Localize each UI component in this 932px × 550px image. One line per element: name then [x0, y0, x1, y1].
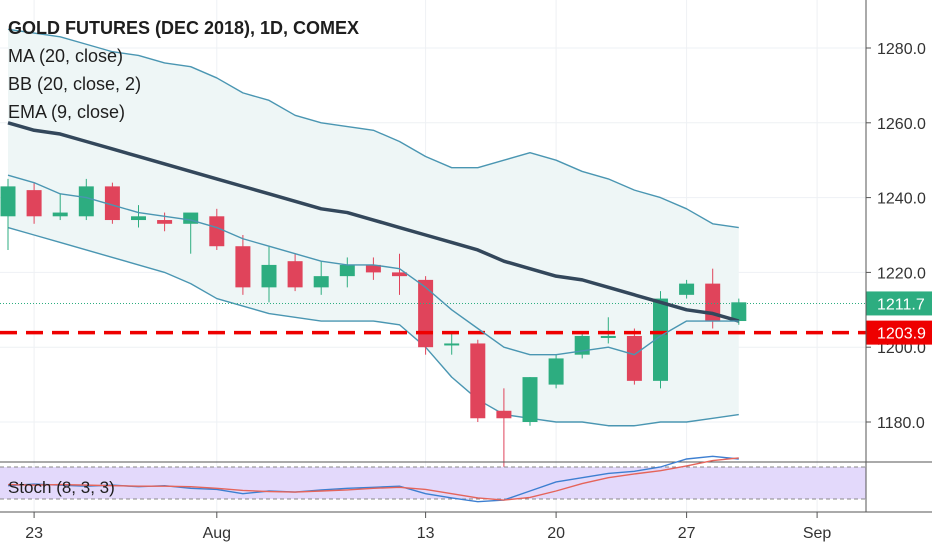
legend-ma[interactable]: MA (20, close): [8, 46, 124, 66]
x-tick-label: 20: [547, 525, 565, 542]
candle: [313, 261, 329, 295]
y-tick-label: 1220.0: [877, 265, 926, 282]
candle-body: [418, 279, 434, 348]
candle-body: [157, 220, 173, 224]
candle: [365, 257, 381, 280]
candle: [26, 182, 42, 224]
candle-body: [104, 186, 120, 221]
stoch-d-line: [7, 457, 739, 501]
x-tick-label: Sep: [803, 525, 832, 542]
candle-body: [522, 377, 538, 422]
candle: [600, 317, 616, 344]
candle: [52, 193, 68, 221]
candle-body: [78, 186, 94, 217]
candle-body: [339, 264, 355, 277]
price-axis: 1180.01200.01220.01240.01260.01280.01211…: [865, 0, 932, 512]
candle-body: [626, 335, 642, 381]
candle-body: [26, 190, 42, 217]
candle: [0, 178, 16, 250]
candle-body: [131, 216, 146, 221]
candle: [548, 354, 564, 389]
chart-legend: GOLD FUTURES (DEC 2018), 1D, COMEX MA (2…: [8, 14, 359, 126]
candle: [339, 257, 355, 288]
y-tick-label: 1260.0: [877, 116, 926, 133]
x-tick-label: Aug: [203, 525, 231, 542]
candle-body: [313, 276, 329, 288]
ma-line: [7, 121, 740, 323]
bb-fill: [8, 29, 739, 426]
stoch-band: [0, 467, 866, 499]
support-price-tag: [866, 320, 932, 345]
chart-title: GOLD FUTURES (DEC 2018), 1D, COMEX: [8, 18, 360, 38]
candle-body: [52, 212, 68, 217]
candle-body: [679, 283, 695, 295]
candle: [496, 388, 512, 467]
candle-body: [209, 216, 225, 247]
candle-body: [653, 298, 668, 381]
candle-body: [470, 343, 486, 419]
stoch-legend[interactable]: Stoch (8, 3, 3): [8, 478, 115, 497]
x-tick-label: 27: [678, 525, 696, 542]
candle: [235, 235, 251, 295]
time-axis: 23 Aug 13 20 27 Sep: [25, 512, 831, 542]
legend-bb[interactable]: BB (20, close, 2): [8, 74, 142, 94]
candle: [261, 246, 277, 303]
candle-body: [392, 272, 407, 277]
x-tick-label: 13: [417, 525, 435, 542]
candle: [209, 208, 225, 250]
candle-body: [235, 246, 251, 288]
candle-body: [444, 343, 460, 346]
candle: [78, 178, 94, 221]
legend-ema[interactable]: EMA (9, close): [8, 102, 126, 122]
candle: [522, 377, 538, 426]
candle-body: [183, 212, 199, 224]
candle-body: [287, 261, 303, 288]
last-price-label: 1211.7: [877, 296, 925, 313]
candle: [574, 332, 590, 359]
candle: [626, 328, 642, 385]
bb-lower-line: [7, 226, 739, 427]
candle-body: [548, 358, 564, 385]
candle: [287, 253, 303, 292]
y-tick-label: 1240.0: [877, 191, 926, 208]
y-tick-label: 1180.0: [877, 415, 925, 432]
bb-upper-line: [7, 28, 739, 229]
candle: [418, 276, 434, 355]
candle: [131, 205, 146, 228]
candle: [679, 279, 695, 299]
candle-body: [0, 186, 16, 217]
candle: [392, 253, 407, 295]
support-price-label: 1203.9: [877, 326, 926, 343]
candle-body: [365, 264, 381, 273]
ema-line: [7, 174, 739, 356]
x-tick-label: 23: [25, 525, 43, 542]
last-price-tag: [866, 291, 932, 316]
candle: [104, 182, 120, 224]
candle-body: [496, 410, 512, 419]
candle: [183, 212, 199, 254]
indicator-lines: [0, 121, 866, 356]
y-tick-label: 1280.0: [877, 41, 926, 58]
candle: [444, 332, 460, 355]
candle: [653, 291, 668, 389]
bollinger-bands: [7, 28, 739, 427]
candle-body: [261, 264, 277, 288]
candle: [470, 339, 486, 422]
candle-body: [731, 302, 747, 322]
candle-body: [600, 335, 616, 338]
stochastic-panel: [0, 455, 932, 513]
candles: [0, 178, 747, 467]
